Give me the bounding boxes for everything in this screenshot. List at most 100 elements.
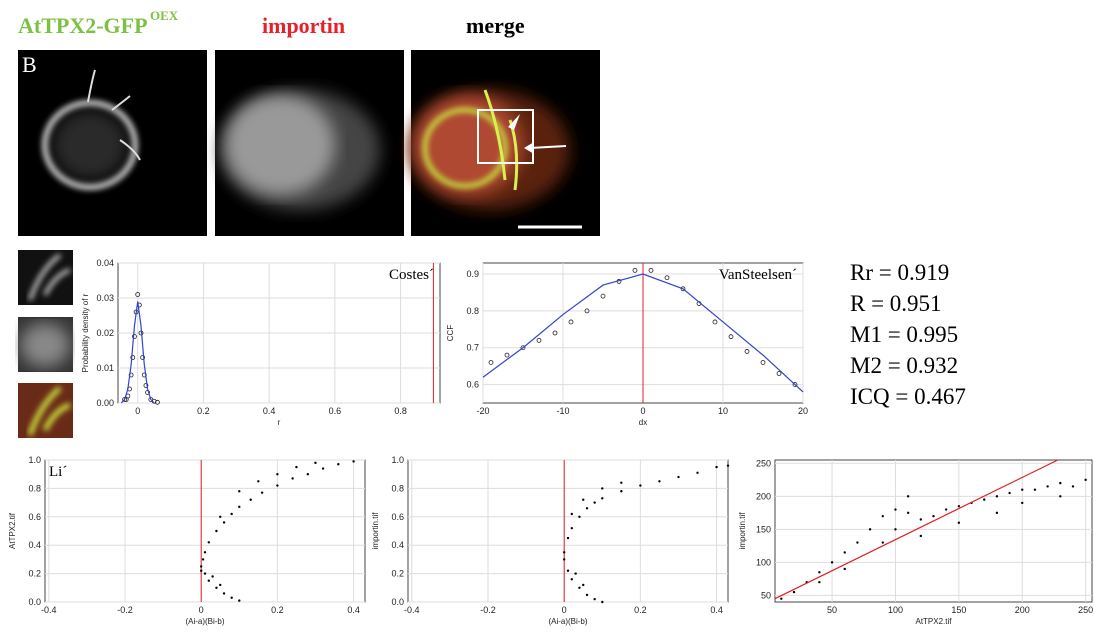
data-point <box>601 487 604 490</box>
fit-line <box>482 273 804 393</box>
data-point <box>1021 488 1024 491</box>
data-point <box>780 597 783 600</box>
y-axis-label: AtTPX2.tif <box>8 512 17 549</box>
data-point <box>995 511 999 515</box>
x-tick-label: 20 <box>798 406 808 416</box>
x-tick-label: 0.6 <box>329 406 342 416</box>
data-point <box>219 515 222 518</box>
x-tick-label: 200 <box>1015 605 1030 615</box>
data-point <box>843 567 846 571</box>
data-point <box>135 292 141 297</box>
plot-area <box>44 459 366 603</box>
data-point <box>868 528 872 531</box>
data-point <box>664 275 670 281</box>
thumbnail <box>18 383 73 438</box>
data-point <box>818 580 821 584</box>
data-point <box>932 514 935 518</box>
y-tick-label: 0.0 <box>28 597 41 607</box>
data-point <box>291 477 294 480</box>
data-point <box>211 575 214 578</box>
data-point <box>881 514 884 518</box>
data-point <box>552 330 558 336</box>
data-point <box>983 498 986 501</box>
thumbnail <box>18 250 73 305</box>
micrograph <box>18 50 207 236</box>
data-point <box>568 319 574 325</box>
data-point <box>1059 481 1062 485</box>
data-point <box>1021 501 1024 505</box>
data-point <box>215 586 218 589</box>
chart-annotation: VanSteelsen´ <box>719 267 797 283</box>
x-tick-label: 0.4 <box>263 406 276 416</box>
data-point <box>238 505 241 509</box>
data-point <box>155 399 160 405</box>
y-tick-label: 0.4 <box>28 540 41 550</box>
y-tick-label: 50 <box>761 590 771 600</box>
channel-superscript: OEX <box>150 8 179 23</box>
data-point <box>957 521 961 524</box>
data-point <box>1008 491 1011 495</box>
data-point <box>792 382 798 387</box>
data-point <box>582 583 585 587</box>
y-tick-label: 100 <box>756 557 771 567</box>
thumbnail <box>18 317 73 372</box>
data-point <box>578 586 581 589</box>
y-axis-label: importin.tif <box>738 512 747 550</box>
y-tick-label: 0.03 <box>96 293 114 303</box>
data-point <box>199 565 203 568</box>
data-point <box>919 518 923 521</box>
fit-line <box>120 301 155 404</box>
data-point <box>566 536 570 540</box>
data-point <box>792 590 796 594</box>
data-point <box>570 578 574 581</box>
data-point <box>620 481 623 484</box>
data-point <box>201 558 205 561</box>
data-point <box>843 551 846 554</box>
data-point <box>696 471 699 474</box>
x-tick-label: 50 <box>827 605 837 615</box>
data-point <box>894 528 897 531</box>
x-tick-label: -0.4 <box>41 605 57 615</box>
data-point <box>143 383 149 388</box>
data-point <box>352 460 355 463</box>
data-point <box>276 484 279 487</box>
data-point <box>680 286 686 292</box>
data-point <box>818 571 821 574</box>
x-tick-label: 0 <box>135 406 140 416</box>
data-point <box>230 596 233 599</box>
data-point <box>582 498 585 501</box>
y-tick-label: 0.6 <box>391 512 404 522</box>
data-point <box>677 475 680 479</box>
y-tick-label: 0.01 <box>96 363 114 373</box>
x-axis-label: dx <box>639 418 647 427</box>
data-point <box>570 526 574 530</box>
chart-annotation: Costes´ <box>389 267 434 283</box>
x-tick-label: -20 <box>476 406 489 416</box>
data-point <box>776 371 782 376</box>
x-tick-label: -0.2 <box>117 605 133 615</box>
data-point <box>219 583 222 587</box>
data-point <box>321 467 325 470</box>
data-point <box>1059 495 1062 498</box>
data-point <box>132 334 137 339</box>
y-tick-label: 250 <box>756 458 771 468</box>
y-tick-label: 150 <box>756 524 771 534</box>
y-tick-label: 1.0 <box>391 455 404 465</box>
x-tick-label: 10 <box>718 406 728 416</box>
data-point <box>906 495 910 498</box>
statistic: M1 = 0.995 <box>850 322 958 347</box>
statistic: M2 = 0.932 <box>850 353 958 378</box>
y-tick-label: 0.02 <box>96 328 114 338</box>
data-point <box>570 512 574 516</box>
data-point <box>881 541 884 544</box>
x-axis-label: AtTPX2.tif <box>915 617 952 626</box>
data-point <box>1046 485 1049 488</box>
x-tick-label: 0.2 <box>634 605 647 615</box>
data-point <box>1071 485 1075 488</box>
data-point <box>276 473 279 476</box>
data-point <box>658 480 661 483</box>
data-point <box>1084 478 1087 482</box>
channel-label: importin <box>262 13 345 38</box>
data-point <box>203 551 207 554</box>
data-point <box>726 464 730 467</box>
